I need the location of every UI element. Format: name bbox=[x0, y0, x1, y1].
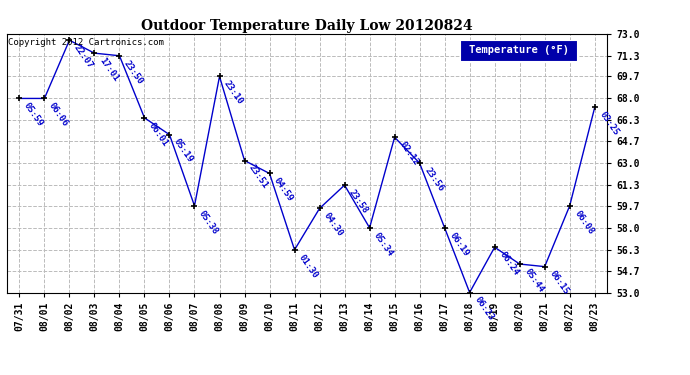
Text: 06:01: 06:01 bbox=[147, 121, 170, 148]
Text: 06:23: 06:23 bbox=[473, 295, 495, 322]
Text: 23:56: 23:56 bbox=[422, 166, 445, 193]
Text: 23:58: 23:58 bbox=[347, 188, 370, 215]
Text: 23:51: 23:51 bbox=[247, 164, 270, 190]
Text: 06:06: 06:06 bbox=[47, 101, 70, 128]
Text: 17:01: 17:01 bbox=[97, 56, 120, 83]
Text: 02:12: 02:12 bbox=[397, 140, 420, 167]
Text: 06:19: 06:19 bbox=[447, 231, 470, 258]
Text: 01:30: 01:30 bbox=[297, 253, 320, 280]
Text: 05:44: 05:44 bbox=[522, 267, 545, 294]
Text: 23:10: 23:10 bbox=[222, 79, 245, 106]
Text: 23:50: 23:50 bbox=[122, 58, 145, 86]
Text: 05:38: 05:38 bbox=[197, 209, 220, 236]
Text: 22:07: 22:07 bbox=[72, 43, 95, 70]
Title: Outdoor Temperature Daily Low 20120824: Outdoor Temperature Daily Low 20120824 bbox=[141, 19, 473, 33]
Text: 06:15: 06:15 bbox=[547, 269, 570, 297]
Text: 06:24: 06:24 bbox=[497, 250, 520, 277]
Text: 06:08: 06:08 bbox=[573, 209, 595, 236]
Text: Copyright 2012 Cartronics.com: Copyright 2012 Cartronics.com bbox=[8, 38, 164, 46]
Text: 04:59: 04:59 bbox=[273, 176, 295, 203]
Text: 04:30: 04:30 bbox=[322, 211, 345, 238]
Text: 05:59: 05:59 bbox=[22, 101, 45, 128]
Text: 05:19: 05:19 bbox=[172, 138, 195, 165]
Text: 03:25: 03:25 bbox=[598, 110, 620, 138]
Text: 05:34: 05:34 bbox=[373, 231, 395, 258]
